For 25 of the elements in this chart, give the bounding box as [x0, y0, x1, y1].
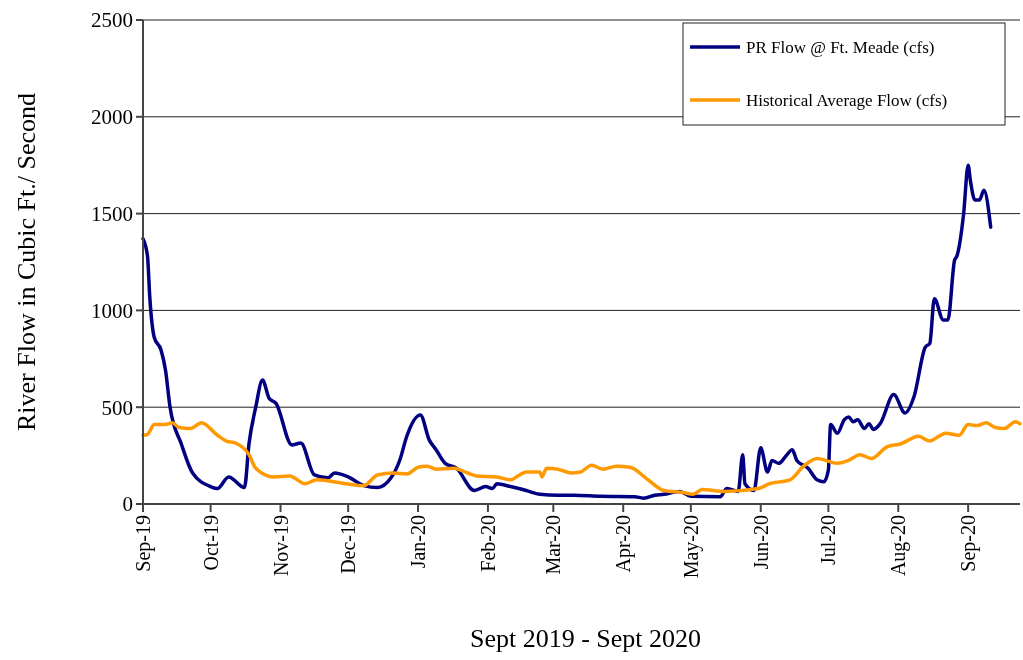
y-axis-title: River Flow in Cubic Ft./ Second: [12, 93, 41, 431]
legend-label: PR Flow @ Ft. Meade (cfs): [746, 37, 935, 57]
line-series: [141, 163, 993, 500]
x-tick-label: Aug-20: [887, 515, 911, 577]
x-tick-label: Oct-19: [199, 515, 222, 571]
y-tick-label: 1000: [91, 298, 133, 323]
x-tick-label: Jan-20: [407, 515, 430, 569]
x-tick-label: Jun-20: [749, 515, 772, 570]
x-tick-label: Nov-19: [269, 515, 292, 577]
line-series: [141, 419, 1022, 497]
x-axis-title: Sept 2019 - Sept 2020: [469, 624, 702, 653]
x-tick-label: Sep-19: [132, 515, 155, 572]
y-tick-label: 0: [122, 492, 133, 517]
y-tick-label: 2500: [91, 8, 133, 33]
x-tick-label: Feb-20: [476, 515, 499, 572]
legend-label: Historical Average Flow (cfs): [746, 90, 948, 110]
x-tick-label: Jul-20: [817, 515, 840, 565]
x-tick-label: Sep-20: [957, 515, 981, 572]
x-tick-label: Mar-20: [542, 515, 565, 575]
y-tick-label: 500: [101, 395, 133, 420]
x-tick-label: Apr-20: [612, 515, 636, 573]
x-tick-label: Dec-19: [337, 515, 360, 574]
y-tick-label: 1500: [91, 201, 133, 226]
x-tick-label: May-20: [679, 515, 703, 579]
y-tick-label: 2000: [91, 105, 133, 130]
